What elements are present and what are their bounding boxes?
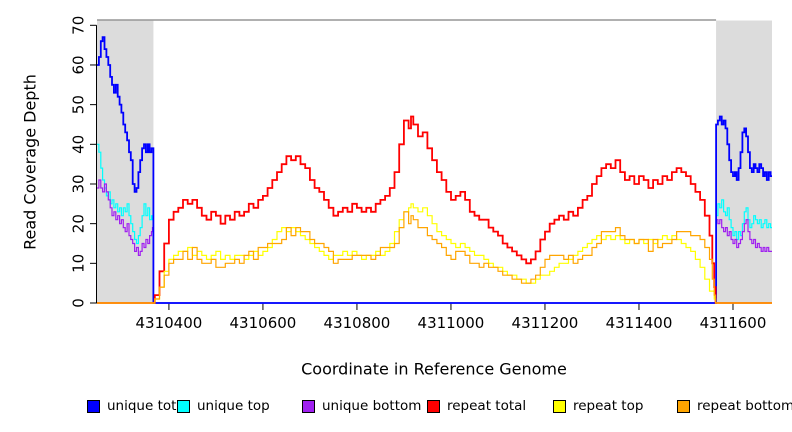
- series-repeat-total-line: [97, 115, 772, 304]
- x-tick-label: 4311000: [418, 314, 485, 332]
- x-axis-title: Coordinate in Reference Genome: [301, 359, 567, 379]
- y-axis-title: Read Coverage Depth: [20, 74, 40, 250]
- y-tick-label: 10: [70, 254, 88, 273]
- series-unique-total-line: [97, 36, 772, 304]
- y-tick-label: 20: [70, 214, 88, 233]
- y-tick-label: 60: [70, 55, 88, 74]
- x-tick-label: 4310400: [136, 314, 203, 332]
- y-tick-label: 0: [70, 298, 88, 308]
- x-tick-label: 4311600: [700, 314, 767, 332]
- x-tick-label: 4310600: [230, 314, 297, 332]
- x-tick-label: 4311200: [512, 314, 579, 332]
- series-unique-bottom-line: [97, 179, 772, 304]
- shaded-region-0: [97, 20, 154, 303]
- y-tick-label: 40: [70, 135, 88, 154]
- x-tick-label: 4310800: [324, 314, 391, 332]
- shaded-region-1: [716, 20, 772, 303]
- y-tick-label: 30: [70, 174, 88, 193]
- y-tick-label: 70: [70, 16, 88, 35]
- series-repeat-bottom-line: [97, 211, 772, 304]
- series-repeat-top-line: [97, 203, 772, 304]
- x-tick-label: 4311400: [606, 314, 673, 332]
- y-tick-label: 50: [70, 95, 88, 114]
